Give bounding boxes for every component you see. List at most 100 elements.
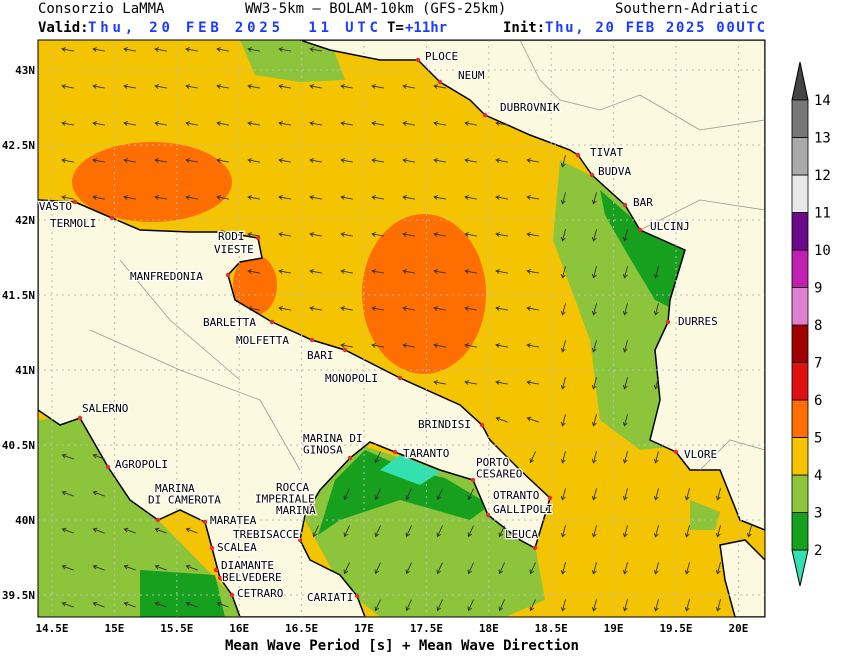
wave-arrow [684,525,690,538]
wave-directions [61,47,752,612]
wave-arrow [402,306,415,311]
wave-arrow [340,158,353,163]
city-label: TARANTO [403,447,449,460]
city-dot [297,537,303,543]
wave-arrow [402,269,415,274]
colorbar-label: 9 [814,281,822,297]
wave-arrow [374,599,381,612]
wave-arrow [340,232,353,237]
y-tick-label: 42N [15,214,35,227]
wave-arrow [622,377,628,390]
wave-arrow [653,303,659,316]
city-label: TIVAT [590,146,623,159]
wave-arrow [464,343,477,348]
sea-patch [690,500,720,530]
city-dot [229,592,235,598]
sea-patch [233,255,277,315]
wave-arrow [371,343,384,348]
wave-arrow [402,84,415,89]
city-label: VLORE [684,448,717,461]
wave-arrow [61,564,74,571]
wave-arrow [371,306,384,311]
colorbar-label: 10 [814,243,831,259]
wave-arrow [154,158,167,163]
colorbar-segment [791,324,809,363]
wave-arrow [591,192,597,205]
wave-arrow [715,562,721,575]
city-dot [269,319,275,325]
wave-arrow [371,121,384,126]
city-label: GINOSA [303,444,343,457]
wave-arrow [495,343,508,348]
wave-arrow [653,266,659,279]
wave-arrow [402,121,415,126]
city-dot [665,319,671,325]
wave-arrow [495,380,508,385]
y-tick-label: 41N [15,364,35,377]
wave-arrow [560,303,566,316]
colorbar-segment [791,437,809,476]
city-label: CESAREO [476,468,522,481]
y-tick-label: 42.5N [2,139,35,152]
wave-arrow [529,451,536,464]
city-label: BAR [633,196,653,209]
wave-arrow [247,232,260,237]
city-label: MANFREDONIA [130,270,203,283]
sea-patch [600,190,690,310]
wave-arrow [185,121,198,126]
wave-arrow [343,525,350,538]
city-label: LEUCA [505,528,538,541]
city-label: PLOCE [425,50,458,63]
city-label: GALLIPOLI [493,503,553,516]
wave-arrow [185,601,198,608]
y-tick-label: 40.5N [2,439,35,452]
wave-arrow [560,488,566,501]
wave-arrow [92,121,105,126]
wave-arrow [185,195,198,200]
sea-patch [140,570,225,617]
city-label: AGROPOLI [115,458,168,471]
wave-arrow [498,525,505,538]
wave-arrow [278,306,291,311]
city-label: MONOPOLI [325,372,378,385]
city-label: BELVEDERE [222,571,282,584]
wave-arrow [61,490,74,497]
wave-arrow [495,121,508,126]
x-tick-label: 15.5E [160,622,193,635]
city-dot [470,477,476,483]
wave-arrow [467,599,474,612]
wave-arrow [591,599,597,612]
city-label: BRINDISI [418,418,471,431]
wave-arrow [374,525,381,538]
wave-arrow [402,195,415,200]
wave-arrow [591,488,597,501]
colorbar-segment [791,399,809,438]
wave-arrow [92,158,105,163]
wave-arrow [498,562,505,575]
wave-arrow [247,121,260,126]
wave-arrow [278,158,291,163]
wave-arrow [61,601,74,608]
wave-arrow [526,195,539,200]
wave-arrow [433,232,446,237]
wave-arrow [653,562,659,575]
wave-arrow [340,195,353,200]
wave-arrow [278,195,291,200]
wave-arrow [92,490,105,497]
region: Southern-Adriatic [615,1,758,17]
city-dot [354,593,360,599]
wave-arrow [433,195,446,200]
wave-arrow [216,121,229,126]
wave-arrow [309,121,322,126]
wave-arrow [405,525,412,538]
city-dot [347,455,353,461]
wave-arrow [278,232,291,237]
wave-arrow [216,47,229,52]
wave-arrow [591,266,597,279]
wave-arrow [405,599,412,612]
city-dot [219,229,225,235]
colorbar-segment [791,99,809,138]
city-dot [225,272,231,278]
wave-arrow [495,232,508,237]
wave-arrow [123,158,136,163]
